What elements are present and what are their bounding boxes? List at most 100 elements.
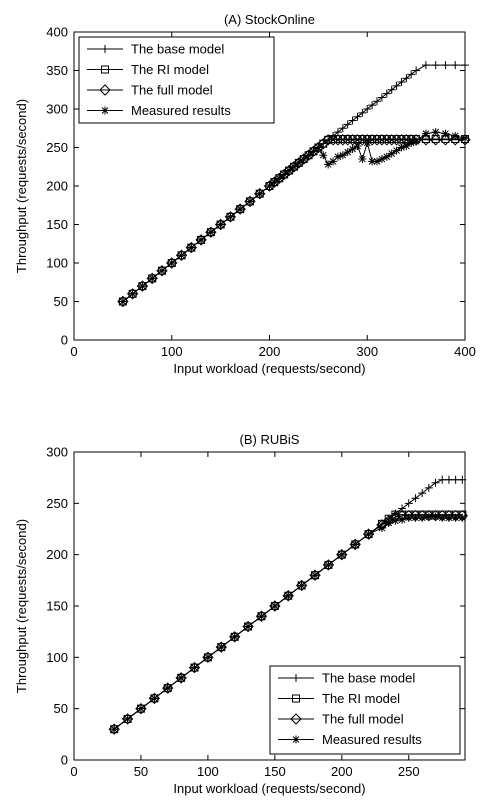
data-point [429,134,442,146]
data-point [407,138,416,147]
data-point [384,518,393,527]
data-point [203,653,212,662]
data-point [269,600,281,612]
data-point [289,162,298,171]
data-point [275,174,284,183]
data-point [322,134,334,146]
data-point [314,143,323,152]
legend-label: The full model [131,83,213,98]
data-point [312,141,325,154]
data-point [397,135,406,144]
data-point [206,228,215,237]
data-point [135,702,147,715]
data-point [398,515,407,524]
x-tick-label: 0 [70,764,77,779]
data-point [311,571,320,580]
data-point [356,134,369,146]
series-3 [118,128,469,306]
chart-title: (B) RUBiS [240,432,300,447]
data-point [343,120,352,129]
x-axis-label: Input workload (requests/second) [173,781,365,796]
data-point [121,713,134,725]
data-point [146,272,158,285]
legend-label: The full model [322,712,404,727]
legend-marker [292,694,300,703]
data-point [411,513,420,522]
data-point [418,489,427,498]
x-tick-label: 250 [398,764,420,779]
data-point [392,135,401,144]
data-point [187,243,196,252]
data-point [461,61,469,70]
data-point [245,197,254,206]
x-tick-label: 100 [161,344,183,359]
x-axis-label: Input workload (requests/second) [173,361,365,376]
legend-label: The RI model [131,62,209,77]
data-point [177,251,186,260]
legend-marker [292,674,300,682]
x-tick-label: 100 [197,764,219,779]
data-point [322,559,335,571]
data-point [148,692,161,705]
data-point [337,134,349,146]
chart-title: (A) StockOnline [224,12,315,27]
data-point [431,128,440,137]
legend-label: The base model [322,671,415,686]
y-tick-label: 150 [46,217,68,232]
data-point [280,170,289,179]
data-point [449,134,461,146]
x-tick-label: 200 [259,344,281,359]
data-point [333,135,342,144]
legend-label: Measured results [322,732,422,747]
data-point [364,530,373,539]
data-point [368,157,377,166]
data-point [358,108,367,117]
data-point [407,70,416,79]
y-tick-label: 400 [46,25,68,40]
data-point [439,134,452,146]
data-point [215,641,228,653]
y-tick-label: 350 [46,63,68,78]
data-point [368,135,377,144]
data-point [157,266,166,275]
data-point [385,134,398,146]
data-point [338,135,347,144]
data-point [162,682,174,694]
legend-marker [101,106,109,115]
data-point [294,158,303,167]
data-point [284,591,293,600]
data-point [363,105,372,113]
x-tick-label: 0 [70,344,77,359]
data-point [297,581,306,590]
legend: The base model The RI model The full model… [269,665,461,755]
data-point [338,151,347,160]
data-point [441,61,450,70]
legend-label: The base model [131,42,224,57]
y-axis-label: Throughput (requests/second) [14,519,29,693]
data-point [244,195,256,208]
data-point [373,97,382,106]
data-point [177,673,186,682]
data-point [348,135,357,144]
y-tick-label: 250 [46,496,68,511]
data-point [397,143,406,152]
x-tick-label: 300 [356,344,378,359]
data-point [136,704,145,713]
data-point [373,157,382,166]
data-point [244,622,253,631]
y-tick-label: 50 [54,294,68,309]
data-point [265,182,274,190]
data-point [441,129,450,138]
y-tick-label: 250 [46,140,68,155]
data-point [228,631,241,643]
data-point [382,89,391,98]
series-3 [110,512,467,734]
y-tick-label: 50 [54,701,68,716]
data-point [366,134,378,146]
data-point [319,151,328,160]
data-point [431,61,440,70]
data-point [397,78,406,87]
data-point [391,516,400,525]
data-point [392,146,401,155]
data-point [451,513,460,522]
